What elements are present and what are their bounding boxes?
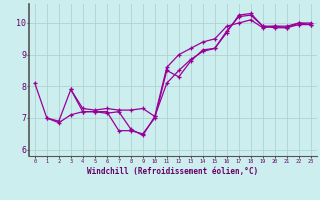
X-axis label: Windchill (Refroidissement éolien,°C): Windchill (Refroidissement éolien,°C) <box>87 167 258 176</box>
